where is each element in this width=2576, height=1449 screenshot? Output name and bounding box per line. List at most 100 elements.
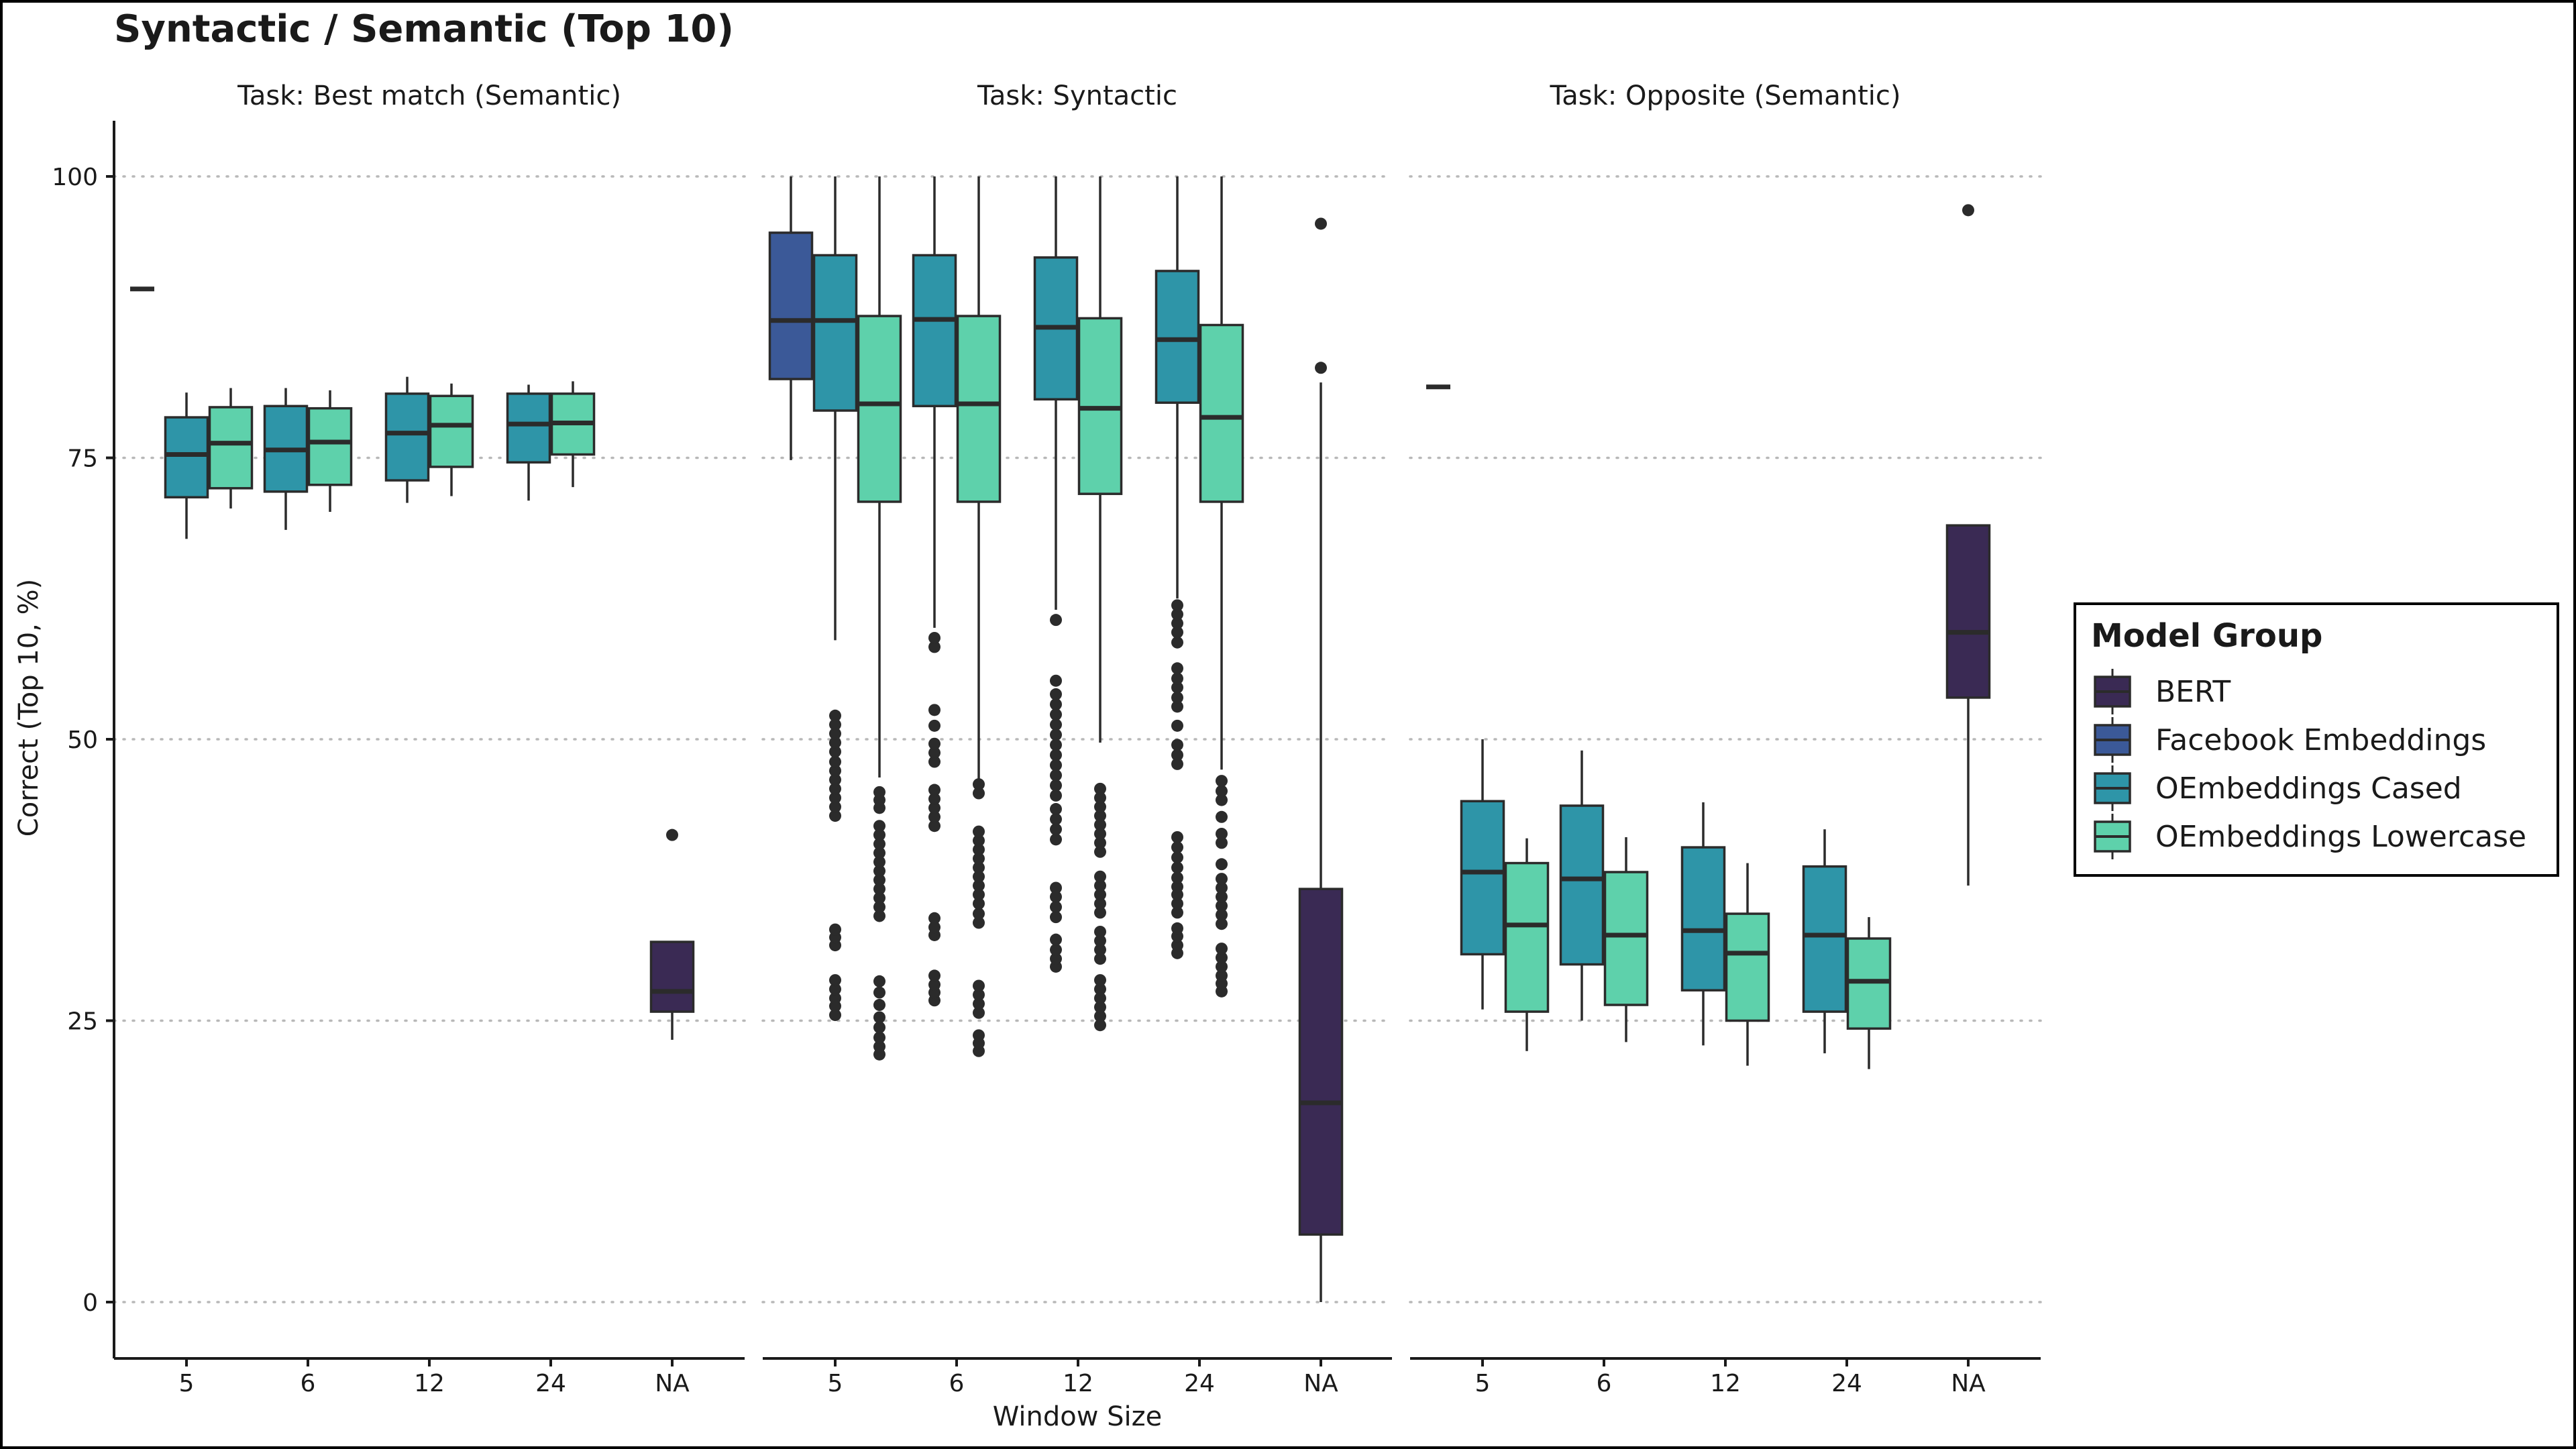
box-bert: [1298, 217, 1344, 1302]
outlier-point: [928, 631, 941, 644]
box-iqr: [649, 941, 695, 1013]
outlier-point: [928, 792, 941, 805]
box-oembeddings-lowercase: [1725, 863, 1770, 1066]
outlier-point: [973, 998, 985, 1010]
outlier-point: [1171, 871, 1183, 884]
outlier-point: [1050, 708, 1062, 721]
x-axis-title: Window Size: [993, 1401, 1163, 1432]
box-bert: [1945, 204, 1991, 886]
outlier-point: [973, 1029, 985, 1042]
outlier-point: [873, 865, 885, 877]
outlier-point: [1171, 757, 1183, 770]
box-iqr: [956, 315, 1002, 503]
outlier-point: [1094, 827, 1106, 840]
outlier-point: [1216, 908, 1228, 921]
x-tick-label: 5: [828, 1370, 843, 1397]
outlier-point: [973, 879, 985, 892]
outlier-point: [928, 921, 941, 934]
box-iqr: [164, 416, 209, 498]
outlier-point: [1050, 779, 1062, 792]
outlier-point: [928, 784, 941, 796]
outlier-point: [1094, 925, 1106, 938]
outlier-point: [873, 838, 885, 851]
outlier-point: [1171, 851, 1183, 864]
outlier-point: [1171, 906, 1183, 919]
box-iqr: [1199, 323, 1244, 503]
x-tick-label: 6: [301, 1370, 316, 1397]
box-oembeddings-cased: [912, 176, 957, 1007]
outlier-point: [1094, 953, 1106, 965]
outlier-point: [973, 861, 985, 874]
y-tick-label: 50: [67, 727, 98, 754]
outlier-point: [1050, 698, 1062, 710]
outlier-point: [1171, 608, 1183, 621]
x-tick-label: 12: [1710, 1370, 1741, 1397]
box-oembeddings-cased: [164, 392, 209, 539]
outlier-point: [1171, 749, 1183, 761]
outlier-point: [1094, 934, 1106, 947]
box-iqr: [1460, 800, 1505, 956]
outlier-point: [1171, 599, 1183, 612]
outlier-point: [928, 755, 941, 768]
box-iqr: [1504, 861, 1550, 1013]
legend-item: OEmbeddings Cased: [2094, 765, 2462, 811]
box-oembeddings-lowercase: [550, 381, 596, 488]
box-iqr: [208, 406, 254, 490]
outlier-point: [829, 737, 841, 749]
y-axis-title: Correct (Top 10, %): [13, 579, 44, 837]
outlier-point: [829, 709, 841, 722]
box-bert: [649, 828, 695, 1040]
outlier-point: [1050, 688, 1062, 700]
legend-item: BERT: [2094, 669, 2231, 714]
x-tick-label: 6: [949, 1370, 965, 1397]
outlier-point: [1050, 911, 1062, 924]
outlier-point: [829, 1009, 841, 1022]
x-tick-label: 6: [1597, 1370, 1612, 1397]
panel-3: Task: Opposite (Semantic) 5 6 12 24 NA: [1409, 80, 2042, 1397]
outlier-point: [873, 855, 885, 868]
outlier-point: [1216, 810, 1228, 823]
outlier-point: [1050, 789, 1062, 802]
outlier-point: [1171, 739, 1183, 751]
outlier-point: [1050, 739, 1062, 751]
outlier-point: [1315, 217, 1327, 230]
outlier-point: [829, 810, 841, 822]
outlier-point: [1094, 943, 1106, 956]
outlier-point: [1216, 918, 1228, 930]
outlier-point: [1094, 870, 1106, 883]
x-tick-label: NA: [1951, 1370, 1986, 1397]
box-iqr: [429, 394, 474, 468]
outlier-point: [1216, 858, 1228, 871]
outlier-point: [829, 800, 841, 813]
outlier-point: [1050, 614, 1062, 627]
outlier-point: [1050, 729, 1062, 741]
x-tick-label: 12: [414, 1370, 445, 1397]
legend-label: OEmbeddings Cased: [2155, 771, 2462, 806]
legend-label: OEmbeddings Lowercase: [2155, 820, 2526, 854]
box-iqr: [768, 231, 814, 380]
panel-title: Task: Best match (Semantic): [237, 80, 621, 111]
outlier-point: [873, 828, 885, 841]
box-iqr: [1725, 912, 1770, 1022]
outlier-point: [1094, 991, 1106, 1004]
outlier-point: [1171, 691, 1183, 704]
outlier-point: [829, 727, 841, 740]
outlier-point: [1171, 681, 1183, 694]
outlier-point: [928, 810, 941, 823]
y-tick-label: 100: [52, 164, 98, 191]
box-iqr: [307, 407, 353, 486]
outlier-point: [1171, 662, 1183, 675]
outlier-point: [928, 978, 941, 991]
outlier-point: [973, 787, 985, 800]
outlier-point: [1094, 879, 1106, 892]
panel-title: Task: Syntactic: [977, 80, 1177, 111]
box-iqr: [1680, 846, 1726, 991]
y-tick-label: 0: [83, 1289, 98, 1317]
outlier-point: [928, 802, 941, 814]
outlier-point: [829, 782, 841, 795]
legend-item: Facebook Embeddings: [2094, 717, 2486, 763]
outlier-point: [973, 916, 985, 929]
box-oembeddings-cased: [506, 384, 551, 501]
outlier-point: [1094, 888, 1106, 901]
outlier-point: [1171, 939, 1183, 952]
